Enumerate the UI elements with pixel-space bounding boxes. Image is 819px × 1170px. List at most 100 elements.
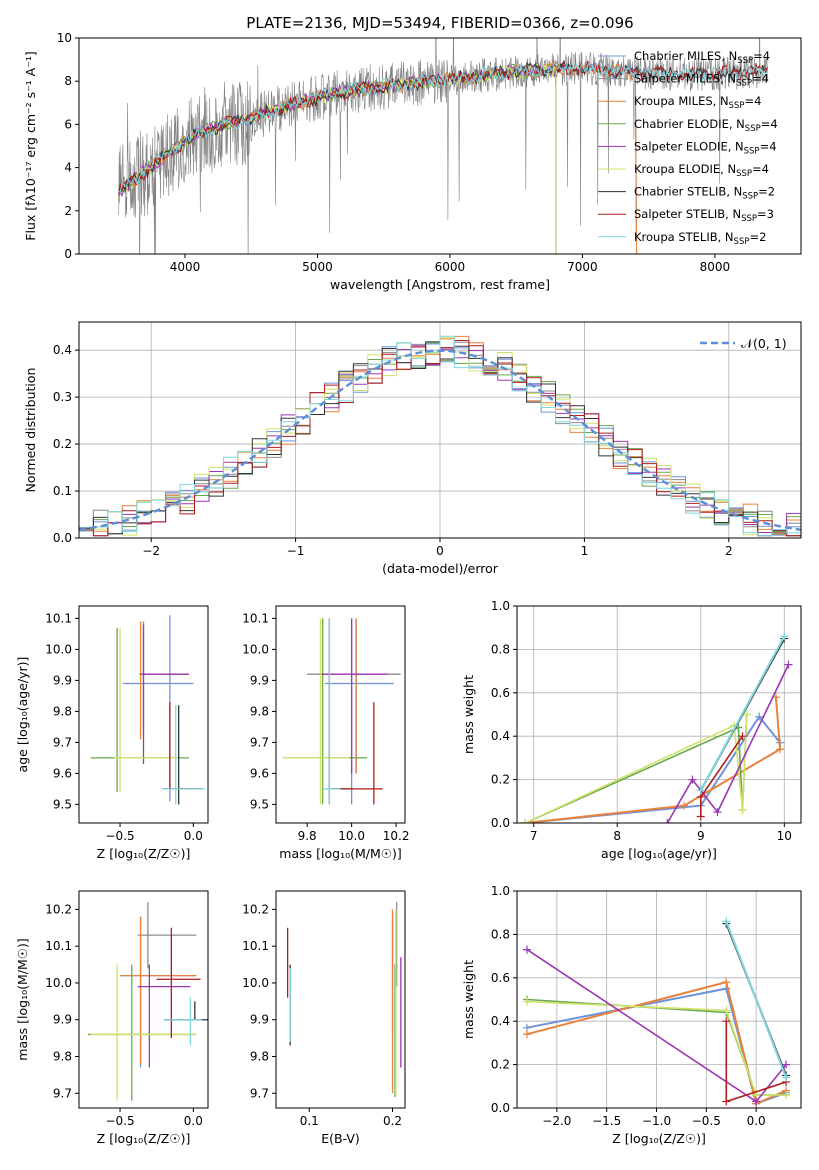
weight-line-ks [699, 635, 786, 791]
legend-label-normal: 𝒩(0, 1) [741, 336, 787, 351]
y-axis-label: age [log₁₀(age/yr)] [15, 657, 30, 773]
x-tick-label: 0.0 [747, 1114, 766, 1128]
x-tick-label: 9.8 [298, 829, 317, 843]
mass-extinction-panel: 0.1 0.2 9.7 9.8 9.9 10.0 10.1 10.2 E(B-V) [242, 890, 406, 1146]
y-tick-label: 10.2 [45, 902, 72, 916]
weight-marker-ss [696, 812, 705, 821]
plot-background [79, 891, 208, 1108]
y-tick-label: 0.4 [53, 343, 72, 357]
x-tick-label: 0.2 [383, 1114, 402, 1128]
model-spectrum-ss [118, 60, 768, 194]
x-axis-label: Z [log₁₀(Z/Z☉)] [97, 1131, 191, 1146]
y-tick-label: 10.0 [45, 976, 72, 990]
model-spectrum-ks [118, 61, 768, 193]
spectrum-panel: 4000 5000 6000 7000 8000 0 2 4 6 8 10 wavelength [A… [23, 31, 802, 292]
legend-label-suffix: =4 [752, 72, 769, 86]
y-tick-label: 0.8 [491, 642, 510, 656]
legend-label-text: Kroupa STELIB, N [634, 230, 734, 244]
y-tick-label: 10.1 [45, 939, 72, 953]
x-tick-label: 10 [777, 829, 792, 843]
x-tick-label: 8000 [700, 260, 731, 274]
legend-label-cs: Chabrier STELIB, NSSP=2 [634, 185, 775, 202]
y-tick-label: 9.9 [250, 1013, 269, 1027]
plot-area [287, 902, 402, 1097]
weight-marker-ss [722, 1097, 731, 1106]
plot-area [79, 335, 801, 538]
x-axis-label: age [log₁₀(age/yr)] [601, 846, 717, 861]
plot-area [521, 632, 793, 823]
y-tick-label: 0.0 [53, 531, 72, 545]
x-tick-label: 7000 [567, 260, 598, 274]
y-tick-label: 9.9 [53, 1013, 72, 1027]
x-tick-label: −2.0 [542, 1114, 571, 1128]
plot-background [276, 606, 405, 823]
x-tick-label: −2 [142, 544, 160, 558]
legend-label-ce: Chabrier ELODIE, NSSP=4 [634, 117, 778, 134]
x-tick-label: 0.0 [184, 1114, 203, 1128]
weight-marker-ss [738, 732, 747, 741]
x-tick-label: −0.5 [105, 829, 134, 843]
weight-line-se [666, 664, 790, 823]
legend-label-sub: SSP [745, 124, 761, 134]
legend-label-suffix: =3 [757, 207, 774, 221]
y-tick-label: 0.3 [53, 390, 72, 404]
weight-marker-cm [755, 712, 764, 721]
y-tick-label: 6 [64, 117, 72, 131]
x-tick-label: 6000 [435, 260, 466, 274]
y-tick-label: 9.8 [250, 1050, 269, 1064]
weight-line-km [526, 980, 787, 1106]
legend-label-text: Kroupa ELODIE, N [634, 162, 736, 176]
legend-label-suffix: =4 [752, 162, 769, 176]
x-tick-label: 2 [725, 544, 733, 558]
y-tick-label: 0.6 [491, 686, 510, 700]
y-tick-label: 2 [64, 204, 72, 218]
weight-marker-ks [782, 1073, 791, 1082]
legend-label-cm: Chabrier MILES, NSSP=4 [634, 49, 770, 66]
legend-label-sub: SSP [736, 79, 752, 89]
plot-frame [78, 890, 209, 1109]
x-axis-label: (data-model)/error [382, 561, 499, 576]
legend-label-suffix: =4 [760, 139, 777, 153]
figure-title: PLATE=2136, MJD=53494, FIBERID=0366, z=0… [246, 14, 633, 32]
y-tick-label: 0.8 [491, 927, 510, 941]
weight-line-ke [526, 1000, 787, 1096]
legend-label-sub: SSP [737, 56, 753, 66]
y-tick-label: 0.4 [491, 1014, 510, 1028]
y-tick-label: 10.0 [242, 642, 269, 656]
legend-label-text: Chabrier STELIB, N [634, 185, 742, 199]
y-tick-label: 10.1 [242, 939, 269, 953]
weight-marker-ke [522, 997, 531, 1006]
plot-background [276, 891, 405, 1108]
y-tick-label: 0.2 [53, 437, 72, 451]
legend-label-ss: Salpeter STELIB, NSSP=3 [634, 207, 774, 224]
plot-area [522, 917, 791, 1108]
y-tick-label: 9.7 [53, 1086, 72, 1100]
legend-label-suffix: =4 [761, 117, 778, 131]
y-tick-label: 0.1 [53, 484, 72, 498]
weight-marker-se [522, 945, 531, 954]
weight-marker-se [782, 1060, 791, 1069]
y-tick-label: 9.5 [250, 797, 269, 811]
weight-marker-km [680, 801, 689, 810]
weight-marker-ke [742, 710, 751, 719]
plot-frame [516, 890, 802, 1109]
y-tick-label: 9.7 [250, 735, 269, 749]
y-tick-label: 9.9 [250, 673, 269, 687]
weight-marker-km [722, 978, 731, 987]
x-tick-label: −1 [287, 544, 305, 558]
x-tick-label: 0.0 [184, 829, 203, 843]
plot-area [90, 615, 206, 805]
weight-marker-ks [722, 917, 731, 926]
x-axis-label: wavelength [Angstrom, rest frame] [330, 277, 550, 292]
legend-label-suffix: =4 [753, 49, 770, 63]
age-mass-panel: 9.8 10.0 10.2 9.5 9.6 9.7 9.8 9.9 10.0 10.1 mass [… [242, 605, 409, 861]
legend-label-suffix: =4 [744, 94, 761, 108]
y-axis-label: mass weight [461, 960, 476, 1039]
weight-line-km [525, 697, 782, 823]
weight-marker-se [784, 660, 793, 669]
y-axis-label: Normed distribution [23, 368, 38, 493]
x-tick-label: 1 [581, 544, 589, 558]
x-axis-label: Z [log₁₀(Z/Z☉)] [612, 1131, 706, 1146]
weight-marker-ke [782, 1090, 791, 1099]
y-tick-label: 0 [64, 247, 72, 261]
